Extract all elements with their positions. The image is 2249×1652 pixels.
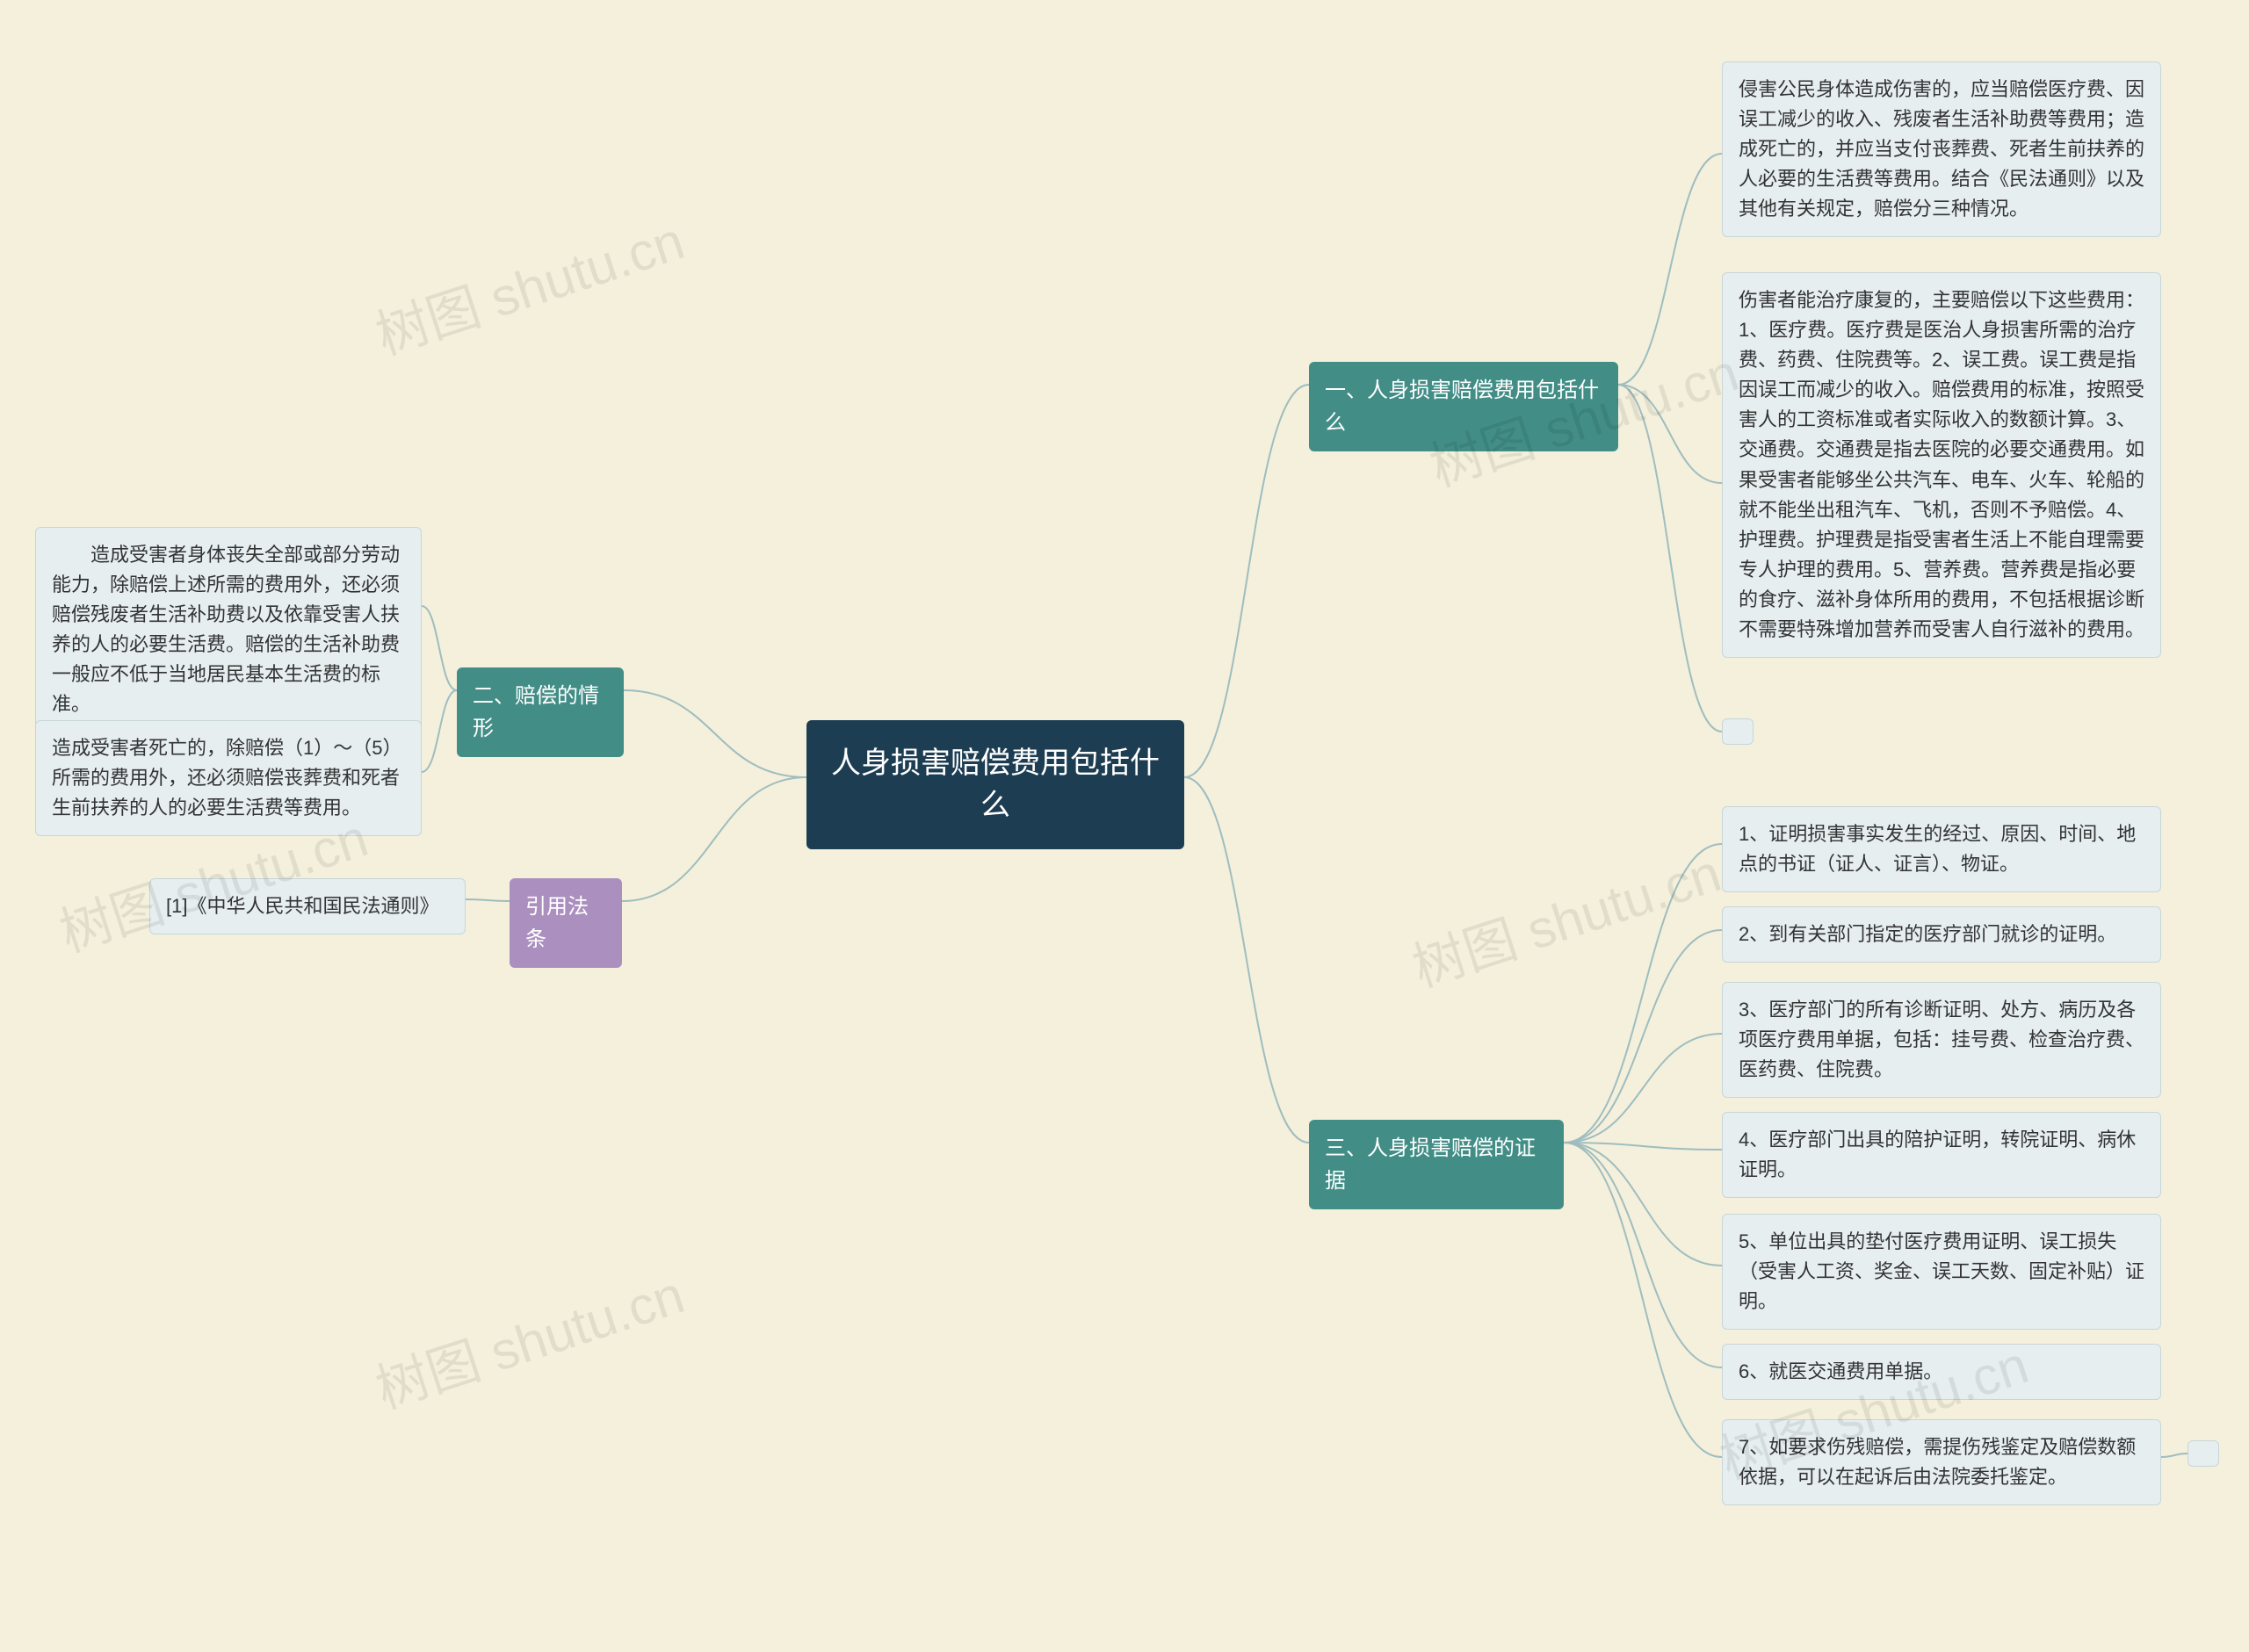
root-node: 人身损害赔偿费用包括什么 bbox=[806, 720, 1184, 849]
leaf-b3l7: 7、如要求伤残赔偿，需提伤残鉴定及赔偿数额依据，可以在起诉后由法院委托鉴定。 bbox=[1722, 1419, 2161, 1505]
leaf-b3l2: 2、到有关部门指定的医疗部门就诊的证明。 bbox=[1722, 906, 2161, 963]
watermark: 树图 shutu.cn bbox=[365, 1252, 692, 1424]
leaf-b3l3: 3、医疗部门的所有诊断证明、处方、病历及各项医疗费用单据，包括：挂号费、检查治疗… bbox=[1722, 982, 2161, 1098]
leaf-b2l2: 造成受害者死亡的，除赔偿（1）～（5）所需的费用外，还必须赔偿丧葬费和死者生前扶… bbox=[35, 720, 422, 836]
leaf-b1l3 bbox=[1722, 718, 1754, 745]
watermark: 树图 shutu.cn bbox=[1401, 831, 1729, 1002]
branch-b1: 一、人身损害赔偿费用包括什么 bbox=[1309, 362, 1618, 451]
branch-b3: 三、人身损害赔偿的证据 bbox=[1309, 1120, 1564, 1209]
watermark: 树图 shutu.cn bbox=[365, 198, 692, 370]
branch-b4: 引用法条 bbox=[510, 878, 622, 968]
leaf-b1l2: 伤害者能治疗康复的，主要赔偿以下这些费用：1、医疗费。医疗费是医治人身损害所需的… bbox=[1722, 272, 2161, 658]
leaf-b1l1: 侵害公民身体造成伤害的，应当赔偿医疗费、因误工减少的收入、残废者生活补助费等费用… bbox=[1722, 61, 2161, 237]
leaf-b4l1: [1]《中华人民共和国民法通则》 bbox=[149, 878, 466, 934]
leaf-b3l4: 4、医疗部门出具的陪护证明，转院证明、病休证明。 bbox=[1722, 1112, 2161, 1198]
leaf-b3l6: 6、就医交通费用单据。 bbox=[1722, 1344, 2161, 1400]
branch-b2: 二、赔偿的情形 bbox=[457, 667, 624, 757]
leaf-b3l1: 1、证明损害事实发生的经过、原因、时间、地点的书证（证人、证言）、物证。 bbox=[1722, 806, 2161, 892]
leaf-b2l1: 造成受害者身体丧失全部或部分劳动能力，除赔偿上述所需的费用外，还必须赔偿残废者生… bbox=[35, 527, 422, 733]
leaf-b3l5: 5、单位出具的垫付医疗费用证明、误工损失（受害人工资、奖金、误工天数、固定补贴）… bbox=[1722, 1214, 2161, 1330]
leaf-b3l8 bbox=[2188, 1440, 2219, 1467]
